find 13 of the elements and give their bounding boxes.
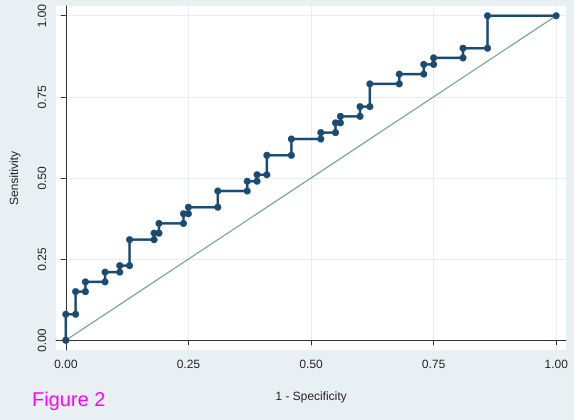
y-tick-label: 1.00 xyxy=(35,4,49,28)
y-tick-label: 0.75 xyxy=(35,84,49,109)
caption: Figure 2 xyxy=(32,389,106,411)
y-tick-label: 0.00 xyxy=(35,328,49,352)
x-tick-label: 0.25 xyxy=(176,357,200,371)
x-tick-label: 1.00 xyxy=(544,357,568,371)
y-tick-label: 0.25 xyxy=(35,247,49,271)
x-tick-label: 0.50 xyxy=(299,357,323,371)
x-tick-label: 0.75 xyxy=(422,357,446,371)
x-axis-title: 1 - Specificity xyxy=(275,389,347,403)
y-axis-title: Sensitivity xyxy=(7,150,21,206)
y-tick-label: 0.50 xyxy=(35,166,49,190)
x-tick-label: 0.00 xyxy=(54,357,78,371)
